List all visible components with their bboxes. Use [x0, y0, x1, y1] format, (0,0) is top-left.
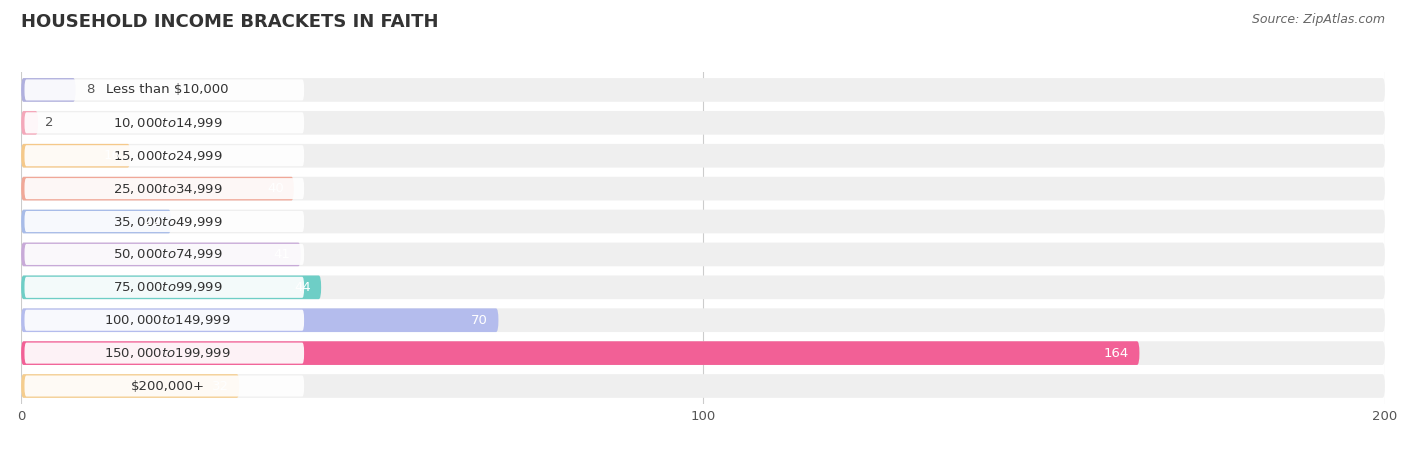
FancyBboxPatch shape [21, 276, 1385, 299]
Text: 8: 8 [86, 84, 94, 97]
Text: 16: 16 [103, 149, 120, 162]
FancyBboxPatch shape [21, 177, 1385, 200]
Text: Source: ZipAtlas.com: Source: ZipAtlas.com [1251, 13, 1385, 26]
Text: $35,000 to $49,999: $35,000 to $49,999 [112, 215, 222, 229]
Text: 2: 2 [45, 116, 53, 129]
Text: $200,000+: $200,000+ [131, 379, 205, 392]
FancyBboxPatch shape [24, 375, 304, 396]
FancyBboxPatch shape [21, 144, 131, 167]
FancyBboxPatch shape [21, 341, 1385, 365]
FancyBboxPatch shape [21, 111, 38, 135]
Text: 41: 41 [274, 248, 291, 261]
Text: $15,000 to $24,999: $15,000 to $24,999 [112, 149, 222, 163]
FancyBboxPatch shape [24, 277, 304, 298]
FancyBboxPatch shape [24, 178, 304, 199]
Text: 44: 44 [294, 281, 311, 294]
FancyBboxPatch shape [24, 79, 304, 101]
FancyBboxPatch shape [21, 177, 294, 200]
FancyBboxPatch shape [21, 341, 1139, 365]
Text: $10,000 to $14,999: $10,000 to $14,999 [112, 116, 222, 130]
FancyBboxPatch shape [21, 242, 301, 266]
FancyBboxPatch shape [24, 244, 304, 265]
Text: HOUSEHOLD INCOME BRACKETS IN FAITH: HOUSEHOLD INCOME BRACKETS IN FAITH [21, 13, 439, 31]
Text: 70: 70 [471, 314, 488, 327]
FancyBboxPatch shape [21, 78, 1385, 102]
Text: $25,000 to $34,999: $25,000 to $34,999 [112, 182, 222, 196]
FancyBboxPatch shape [21, 210, 1385, 233]
FancyBboxPatch shape [21, 210, 172, 233]
Text: $100,000 to $149,999: $100,000 to $149,999 [104, 313, 231, 327]
FancyBboxPatch shape [24, 145, 304, 166]
FancyBboxPatch shape [21, 276, 321, 299]
Text: 40: 40 [267, 182, 284, 195]
FancyBboxPatch shape [21, 308, 1385, 332]
FancyBboxPatch shape [21, 242, 1385, 266]
Text: $150,000 to $199,999: $150,000 to $199,999 [104, 346, 231, 360]
FancyBboxPatch shape [21, 78, 76, 102]
FancyBboxPatch shape [24, 112, 304, 133]
Text: 32: 32 [212, 379, 229, 392]
FancyBboxPatch shape [24, 343, 304, 364]
Text: $75,000 to $99,999: $75,000 to $99,999 [112, 280, 222, 294]
Text: Less than $10,000: Less than $10,000 [107, 84, 229, 97]
Text: 164: 164 [1104, 347, 1129, 360]
Text: $50,000 to $74,999: $50,000 to $74,999 [112, 247, 222, 261]
FancyBboxPatch shape [21, 374, 1385, 398]
FancyBboxPatch shape [21, 144, 1385, 167]
Text: 22: 22 [143, 215, 160, 228]
FancyBboxPatch shape [21, 308, 499, 332]
FancyBboxPatch shape [21, 374, 239, 398]
FancyBboxPatch shape [24, 310, 304, 331]
FancyBboxPatch shape [21, 111, 1385, 135]
FancyBboxPatch shape [24, 211, 304, 232]
